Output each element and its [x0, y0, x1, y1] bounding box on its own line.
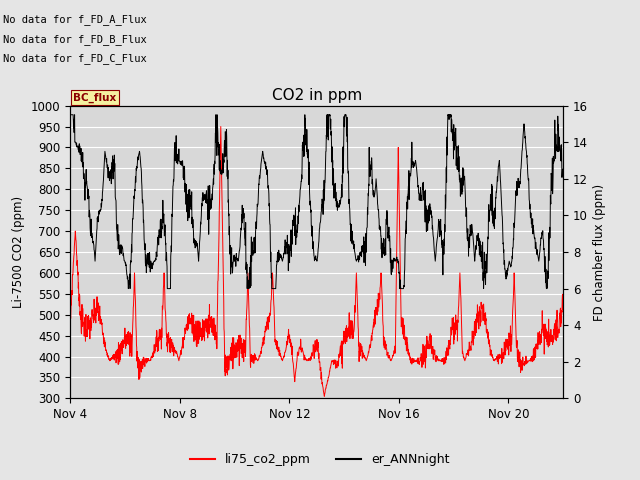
Text: No data for f_FD_C_Flux: No data for f_FD_C_Flux	[3, 53, 147, 64]
Text: No data for f_FD_A_Flux: No data for f_FD_A_Flux	[3, 14, 147, 25]
Y-axis label: Li-7500 CO2 (ppm): Li-7500 CO2 (ppm)	[13, 196, 26, 308]
Text: No data for f_FD_B_Flux: No data for f_FD_B_Flux	[3, 34, 147, 45]
Title: CO2 in ppm: CO2 in ppm	[271, 88, 362, 103]
Y-axis label: FD chamber flux (ppm): FD chamber flux (ppm)	[593, 183, 607, 321]
Text: BC_flux: BC_flux	[73, 93, 116, 103]
Legend: li75_co2_ppm, er_ANNnight: li75_co2_ppm, er_ANNnight	[186, 448, 454, 471]
